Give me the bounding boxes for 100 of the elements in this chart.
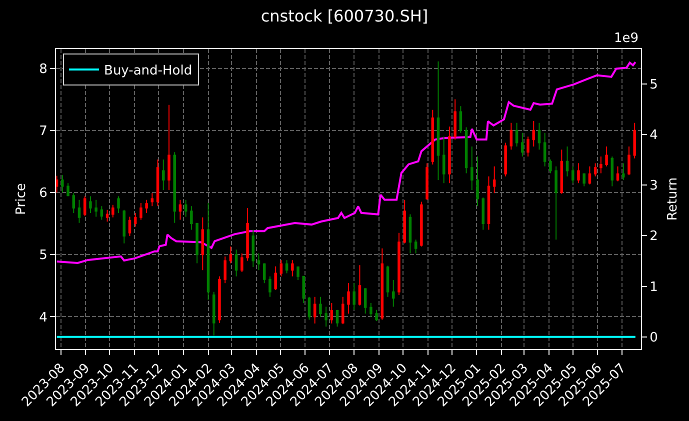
y-tick-label: 4 — [39, 310, 48, 326]
candlestick — [442, 136, 446, 184]
candlestick — [482, 196, 485, 230]
candlestick — [302, 276, 306, 304]
candlestick — [106, 209, 109, 222]
candlestick — [117, 196, 120, 214]
y-axis-title: Price — [14, 183, 30, 215]
candlestick — [454, 98, 456, 140]
candlestick — [448, 126, 451, 184]
candlestick — [594, 162, 597, 177]
candlestick — [291, 260, 294, 277]
y2-tick-label: 1 — [650, 280, 658, 295]
candlestick — [229, 246, 232, 264]
candlestick — [358, 264, 362, 306]
candlestick — [240, 252, 244, 272]
candlestick — [201, 216, 204, 271]
candlestick — [554, 166, 558, 240]
candlestick — [403, 199, 406, 244]
candlestick — [622, 162, 625, 181]
candlestick — [178, 199, 182, 220]
candlestick — [196, 222, 198, 264]
candlestick — [370, 302, 372, 318]
legend-label: Buy-and-Hold — [104, 64, 192, 79]
candlestick — [414, 239, 418, 254]
y-tick-label: 6 — [39, 186, 48, 202]
candlestick — [616, 166, 620, 182]
candlestick — [364, 288, 367, 314]
candlestick — [140, 202, 142, 220]
candlestick — [588, 166, 592, 185]
chart-title: cnstock [600730.SH] — [260, 6, 428, 26]
y2-tick-label: 3 — [650, 178, 658, 194]
y-tick-label: 8 — [39, 62, 48, 77]
candlestick — [336, 309, 339, 328]
candlestick — [78, 199, 81, 224]
candlestick — [296, 266, 300, 281]
candlestick — [274, 266, 277, 290]
candlestick — [72, 192, 76, 214]
candlestick — [224, 256, 226, 284]
candlestick — [426, 162, 428, 200]
candlestick — [89, 196, 92, 214]
candlestick — [128, 216, 132, 236]
candlestick — [582, 172, 586, 187]
candlestick — [605, 146, 608, 167]
candlestick — [112, 204, 114, 218]
candlestick — [66, 182, 70, 197]
candlestick — [134, 212, 137, 228]
candlestick — [431, 109, 434, 166]
candlestick — [173, 152, 176, 224]
candlestick — [234, 249, 238, 277]
candlestick — [212, 291, 216, 336]
candlestick — [206, 202, 210, 300]
candlestick — [246, 208, 249, 262]
candlestick — [94, 199, 98, 218]
candlestick — [610, 156, 614, 187]
candlestick — [268, 276, 272, 298]
candlestick — [633, 122, 636, 159]
candlestick — [386, 265, 390, 298]
candlestick — [436, 60, 440, 181]
candlestick — [330, 302, 334, 324]
candlestick — [150, 192, 154, 207]
y-tick-label: 5 — [39, 248, 48, 264]
candlestick — [61, 174, 64, 193]
candlestick — [510, 122, 513, 150]
candlestick — [285, 260, 288, 274]
candlestick — [543, 132, 546, 167]
candlestick — [280, 260, 283, 277]
candlestick — [420, 201, 423, 248]
candlestick — [549, 159, 552, 174]
y-tick-label: 7 — [39, 124, 48, 139]
candlestick — [190, 206, 193, 230]
candlestick — [324, 306, 328, 328]
candlestick — [515, 122, 518, 148]
candlestick — [628, 146, 630, 176]
y2-axis-title: Return — [665, 177, 680, 221]
candlestick — [459, 106, 462, 134]
candlestick — [352, 282, 356, 310]
candlestick — [122, 209, 126, 244]
candlestick — [83, 196, 86, 217]
candlestick — [156, 159, 160, 207]
candlestick — [168, 104, 170, 190]
candlestick — [572, 166, 574, 184]
candlestick — [398, 232, 400, 296]
candlestick — [408, 214, 412, 254]
y2-tick-label: 0 — [650, 330, 658, 346]
candlestick — [342, 296, 344, 325]
candlestick — [526, 136, 530, 157]
line-series — [56, 61, 636, 264]
candlestick — [464, 126, 468, 174]
candlestick — [252, 229, 255, 268]
candlestick — [532, 120, 535, 148]
candlestick — [100, 206, 104, 220]
candlestick — [313, 296, 316, 324]
candlestick — [319, 296, 322, 318]
candlestick — [521, 132, 524, 157]
y2-tick-label: 5 — [650, 77, 658, 92]
candlestick — [56, 175, 58, 193]
candlestick — [162, 159, 165, 190]
y2-tick-label: 4 — [650, 128, 658, 144]
y2-tick-label: 2 — [650, 229, 658, 244]
candlestick — [145, 199, 148, 214]
